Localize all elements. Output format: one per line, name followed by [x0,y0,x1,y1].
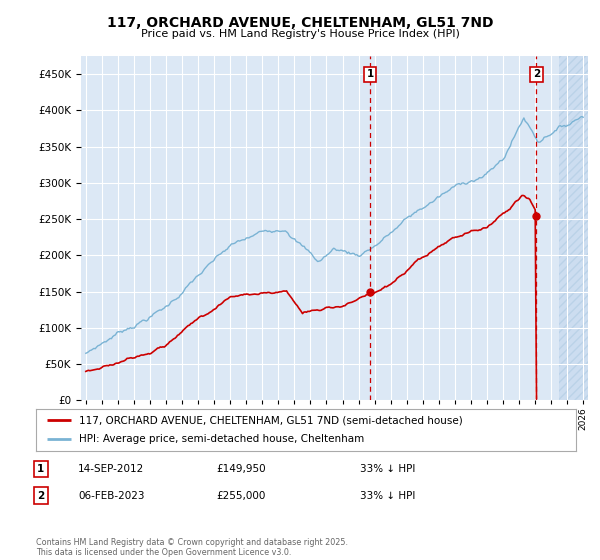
Text: 1: 1 [37,464,44,474]
Text: HPI: Average price, semi-detached house, Cheltenham: HPI: Average price, semi-detached house,… [79,435,364,445]
Text: 14-SEP-2012: 14-SEP-2012 [78,464,144,474]
Text: £149,950: £149,950 [216,464,266,474]
Text: Price paid vs. HM Land Registry's House Price Index (HPI): Price paid vs. HM Land Registry's House … [140,29,460,39]
Text: 2: 2 [533,69,540,79]
Bar [559,56,588,400]
Text: 2: 2 [37,491,44,501]
Text: 117, ORCHARD AVENUE, CHELTENHAM, GL51 7ND (semi-detached house): 117, ORCHARD AVENUE, CHELTENHAM, GL51 7N… [79,415,463,425]
Bar [559,56,588,400]
Text: £255,000: £255,000 [216,491,265,501]
Text: 33% ↓ HPI: 33% ↓ HPI [360,491,415,501]
Text: 06-FEB-2023: 06-FEB-2023 [78,491,145,501]
Text: 117, ORCHARD AVENUE, CHELTENHAM, GL51 7ND: 117, ORCHARD AVENUE, CHELTENHAM, GL51 7N… [107,16,493,30]
Text: Contains HM Land Registry data © Crown copyright and database right 2025.
This d: Contains HM Land Registry data © Crown c… [36,538,348,557]
Text: 33% ↓ HPI: 33% ↓ HPI [360,464,415,474]
Text: 1: 1 [367,69,374,79]
